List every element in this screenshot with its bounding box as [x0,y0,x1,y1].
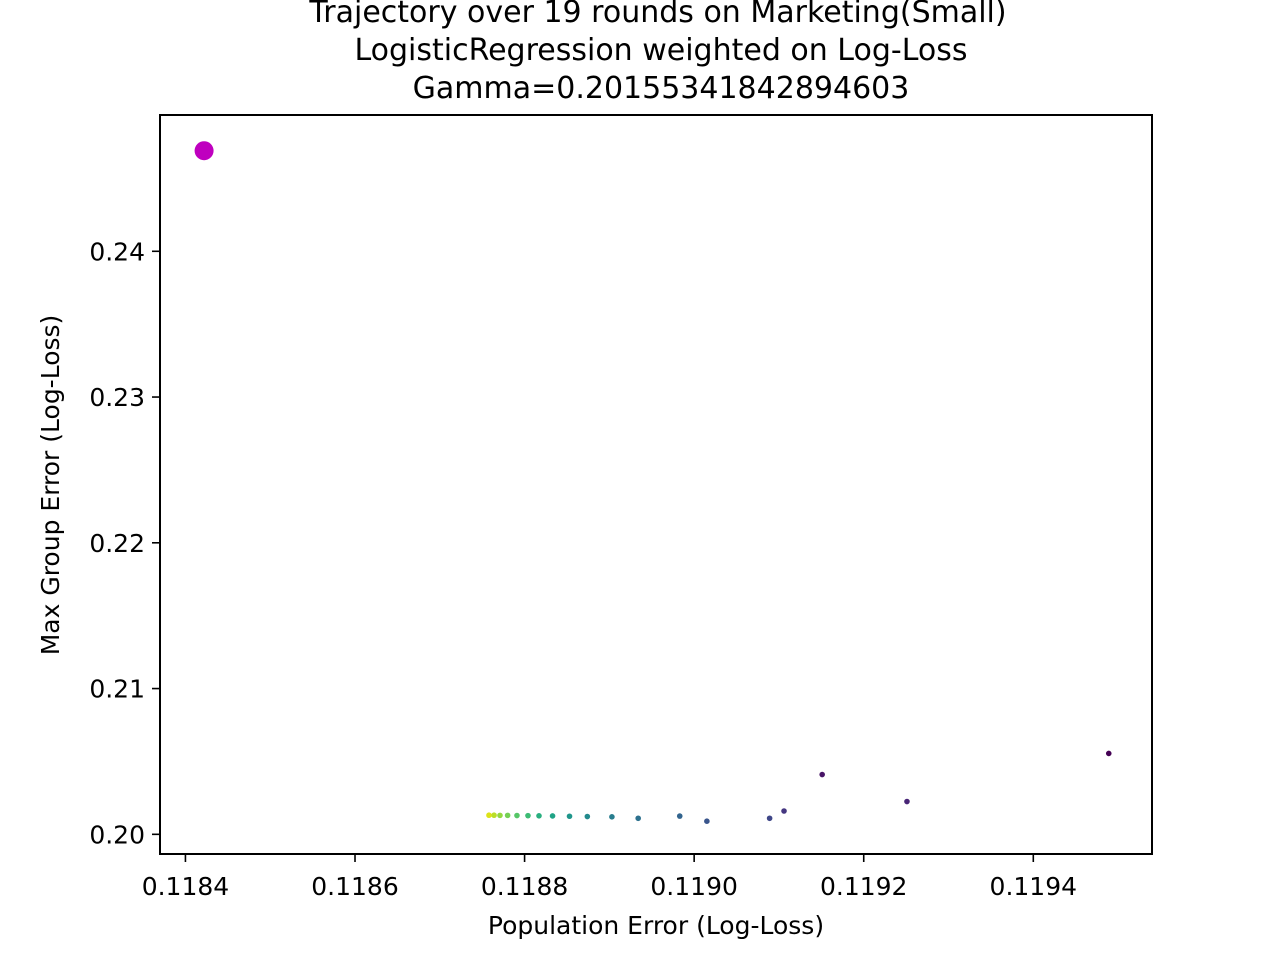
y-axis-ticks: 0.20 0.21 0.22 0.23 0.24 [89,237,160,849]
trajectory-point [584,813,591,820]
trajectory-point [904,798,910,805]
trajectory-point [549,813,556,819]
plot-frame [159,114,1153,855]
trajectory-point [514,812,520,819]
trajectory-point [1105,750,1112,757]
trajectory-point [504,812,511,819]
y-tick-label: 0.20 [89,820,145,849]
x-axis-label: Population Error (Log-Loss) [488,911,824,940]
trajectory-point [566,813,573,820]
title-line-2: LogisticRegression weighted on Log-Loss [354,33,967,68]
chart-title: Trajectory over 19 rounds on Marketing(S… [308,0,1006,106]
y-tick-label: 0.24 [89,237,145,266]
trajectory-point [525,812,531,819]
trajectory-point [491,812,497,819]
y-axis-label: Max Group Error (Log-Loss) [36,315,65,656]
trajectory-points [194,141,1112,825]
y-tick-label: 0.23 [89,383,145,412]
highlight-point [194,141,214,161]
trajectory-point [819,771,825,778]
x-tick-label: 0.1194 [990,872,1077,901]
x-tick-label: 0.1192 [820,872,907,901]
trajectory-point [497,812,503,819]
y-tick-label: 0.21 [89,675,145,704]
trajectory-point [766,815,773,822]
title-line-1: Trajectory over 19 rounds on Marketing(S… [308,0,1006,30]
trajectory-point [704,818,710,825]
y-tick-label: 0.22 [89,529,145,558]
trajectory-point [676,813,683,819]
x-tick-label: 0.1188 [481,872,568,901]
trajectory-point [781,808,787,814]
x-tick-label: 0.1186 [311,872,398,901]
trajectory-point [609,814,615,820]
x-tick-label: 0.1184 [142,872,229,901]
trajectory-point [635,815,641,822]
x-axis-ticks: 0.1184 0.1186 0.1188 0.1190 0.1192 0.1194 [142,854,1077,901]
title-line-3: Gamma=0.20155341842894603 [413,71,910,106]
trajectory-point [486,812,492,819]
trajectory-point [536,813,542,819]
x-tick-label: 0.1190 [650,872,737,901]
